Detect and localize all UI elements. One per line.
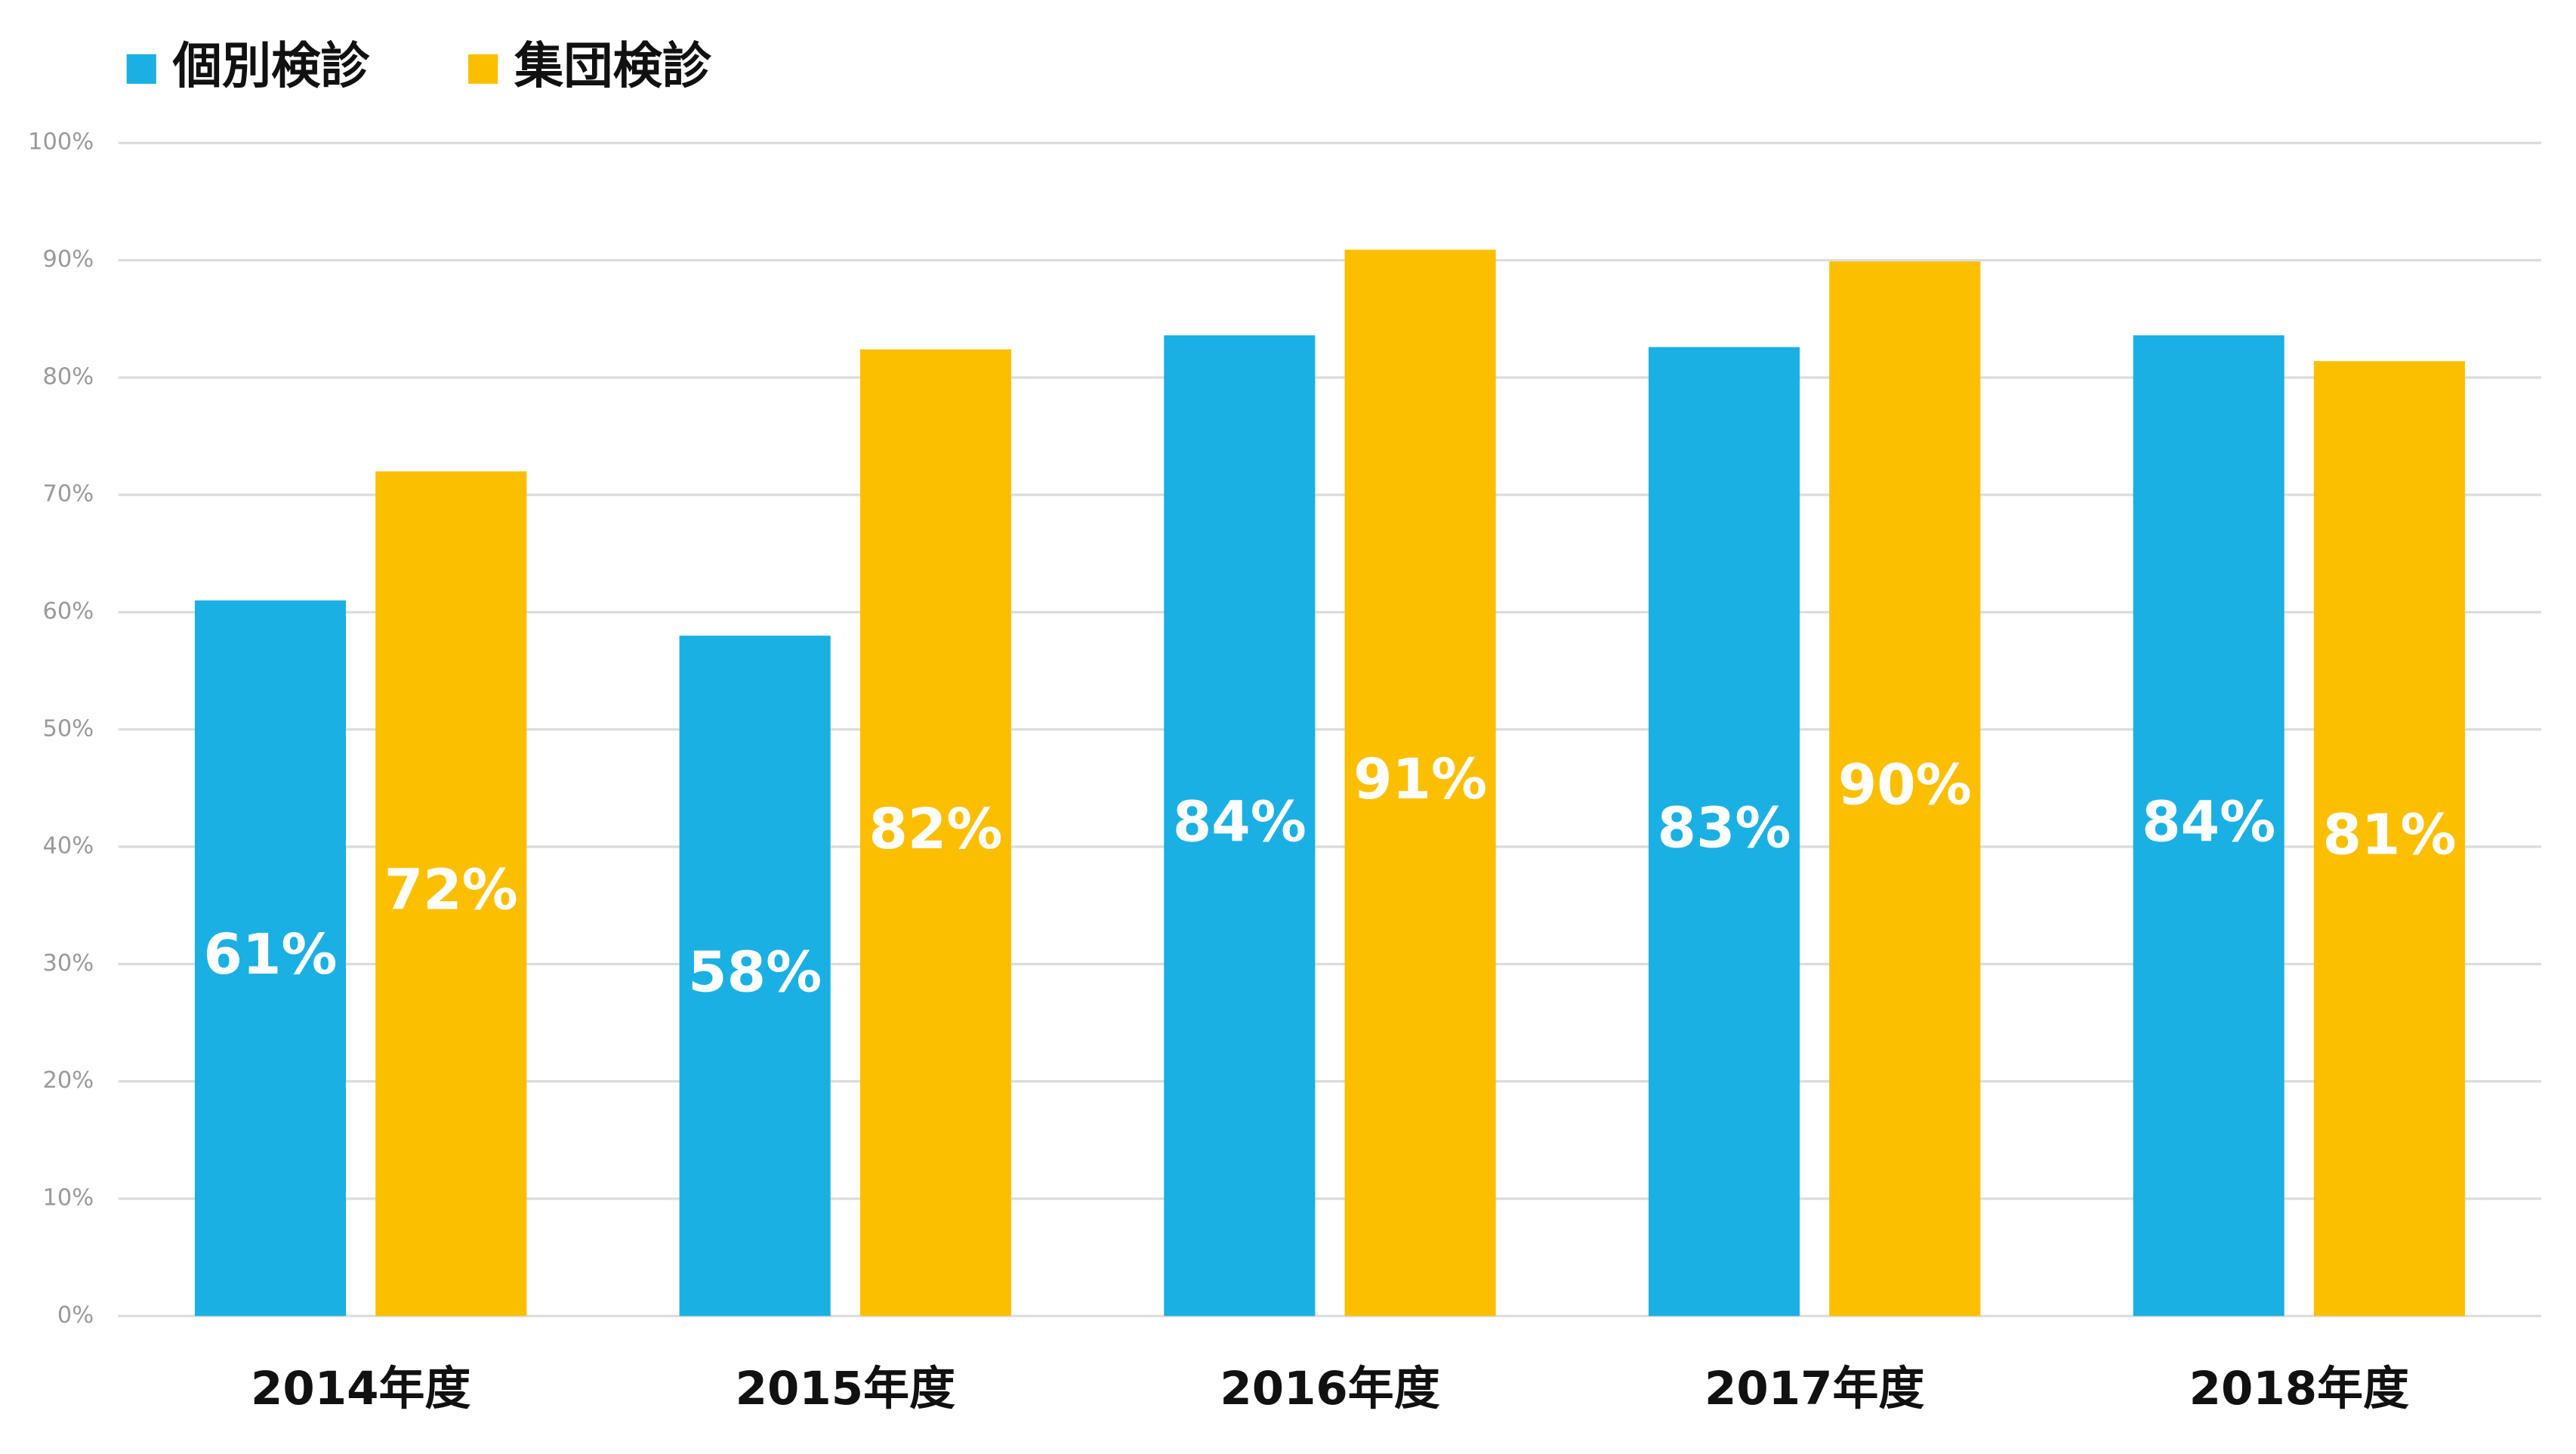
bar (859, 349, 1011, 1317)
y-tick-label: 90% (43, 246, 94, 273)
y-tick-label: 80% (43, 363, 94, 390)
y-tick-label: 70% (43, 481, 94, 508)
y-tick-label: 100% (28, 129, 94, 156)
bar-value-label: 84% (1173, 790, 1307, 855)
bar (194, 600, 347, 1317)
bar (1164, 335, 1316, 1317)
x-tick-label: 2018年度 (2189, 1362, 2409, 1415)
bar (1344, 249, 1496, 1317)
legend-label: 個別検診 (172, 37, 371, 94)
y-tick-label: 0% (57, 1302, 94, 1329)
bar-value-label: 81% (2322, 803, 2456, 868)
y-tick-label: 50% (43, 715, 94, 742)
bar (2313, 361, 2465, 1317)
y-tick-label: 60% (43, 598, 94, 625)
legend-label: 集団検診 (514, 37, 712, 94)
bar (1829, 261, 1981, 1317)
bar-value-label: 82% (868, 797, 1002, 862)
bar (375, 471, 527, 1317)
bar-value-label: 84% (2142, 790, 2275, 855)
y-tick-label: 20% (43, 1067, 94, 1094)
bar-value-label: 90% (1838, 753, 1972, 818)
x-tick-label: 2015年度 (736, 1362, 955, 1415)
bar-value-label: 83% (1658, 795, 1791, 860)
bar (679, 635, 831, 1317)
legend-swatch (126, 54, 156, 84)
y-tick-label: 40% (43, 833, 94, 860)
x-tick-label: 2017年度 (1704, 1362, 1924, 1415)
bar-value-label: 58% (688, 940, 822, 1005)
x-tick-label: 2016年度 (1220, 1362, 1439, 1415)
x-tick-label: 2014年度 (251, 1362, 470, 1415)
y-tick-label: 10% (43, 1184, 94, 1211)
bar-value-label: 72% (384, 858, 518, 923)
bar (2133, 335, 2284, 1317)
legend-swatch (468, 54, 498, 84)
bar (1648, 347, 1800, 1317)
bar-value-label: 91% (1353, 747, 1487, 812)
y-tick-label: 30% (43, 950, 94, 977)
bar-value-label: 61% (204, 922, 338, 987)
